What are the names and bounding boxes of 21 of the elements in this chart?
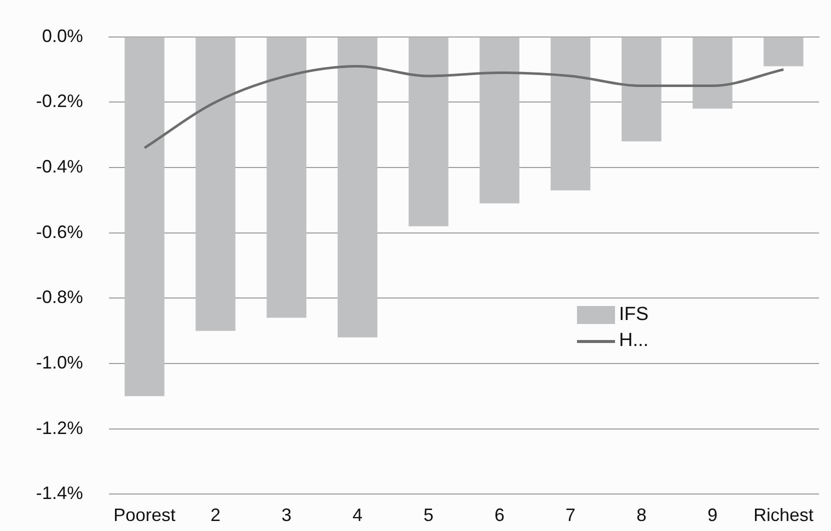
y-tick-label: -0.2% bbox=[36, 91, 84, 112]
x-tick-label: 4 bbox=[352, 504, 363, 525]
x-tick-label: 8 bbox=[636, 504, 647, 525]
y-tick-label: -0.4% bbox=[36, 156, 84, 176]
x-tick-label: 2 bbox=[210, 504, 221, 525]
y-tick-label: 0.0% bbox=[42, 26, 84, 46]
y-tick-label: -1.4% bbox=[36, 483, 84, 504]
x-tick-label: Poorest bbox=[113, 504, 176, 525]
x-tick-label: Richest bbox=[753, 504, 814, 525]
y-tick-label: -0.6% bbox=[36, 222, 84, 242]
y-tick-label: -1.0% bbox=[36, 352, 84, 372]
x-tick-label: 5 bbox=[424, 504, 434, 525]
legend-label: IFS bbox=[619, 303, 649, 328]
x-tick-label: 9 bbox=[707, 504, 718, 525]
x-tick-label: 6 bbox=[494, 504, 505, 525]
line-series bbox=[143, 64, 785, 150]
legend-label: H... bbox=[619, 329, 649, 354]
y-tick-label: -1.2% bbox=[36, 418, 84, 438]
x-tick-label: 7 bbox=[566, 504, 576, 525]
y-tick-label: -0.8% bbox=[36, 287, 84, 308]
x-tick-label: 3 bbox=[282, 504, 292, 525]
